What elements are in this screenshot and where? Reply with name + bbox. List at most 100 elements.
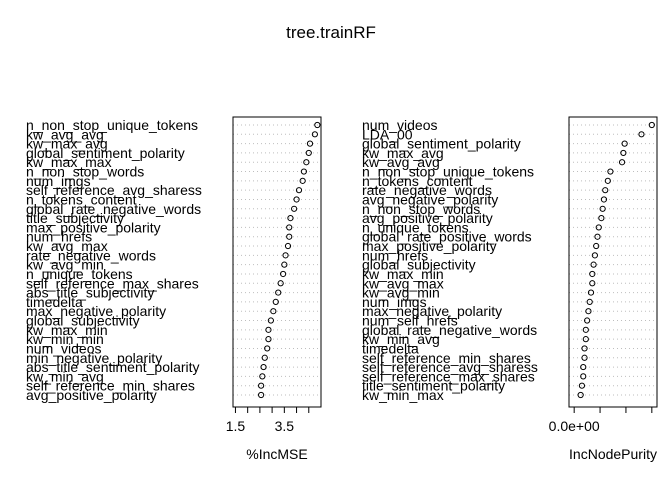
incmse-variable-label: num_videos bbox=[26, 340, 102, 356]
incmse-point bbox=[291, 205, 298, 212]
incmse-point bbox=[258, 382, 265, 389]
incnodepurity-variable-label: kw_min_avg bbox=[362, 331, 440, 347]
incnodepurity-point bbox=[604, 177, 611, 184]
incmse-variable-label: avg_positive_polarity bbox=[26, 387, 157, 403]
incnodepurity-variable-label: max_positive_polarity bbox=[362, 238, 497, 254]
incnodepurity-variable-label: kw_avg_avg bbox=[362, 154, 440, 170]
incnodepurity-variable-label: kw_max_min bbox=[362, 266, 444, 282]
incmse-x-axis-label: %IncMSE bbox=[246, 446, 307, 462]
incmse-variable-label: kw_avg_max bbox=[26, 238, 108, 254]
incnodepurity-point bbox=[620, 149, 627, 157]
incmse-point bbox=[286, 224, 293, 231]
incmse-point bbox=[286, 233, 293, 240]
incnodepurity-variable-label: timedelta bbox=[362, 340, 419, 356]
incmse-variable-label: title_subjectivity bbox=[26, 210, 124, 226]
incnodepurity-point bbox=[582, 326, 589, 333]
incmse-variable-label: timedelta bbox=[26, 294, 83, 310]
incnodepurity-variable-label: global_sentiment_polarity bbox=[362, 136, 521, 152]
incmse-point bbox=[270, 308, 277, 315]
incmse-point bbox=[305, 149, 312, 157]
incmse-point bbox=[265, 336, 272, 343]
incnodepurity-point bbox=[595, 224, 602, 231]
incmse-variable-label: abs_title_sentiment_polarity bbox=[26, 359, 200, 375]
incmse-point bbox=[275, 289, 282, 296]
incmse-point bbox=[314, 121, 321, 129]
incnodepurity-variable-label: self_reference_max_shares bbox=[362, 368, 535, 384]
incmse-variable-label: n_non_stop_unique_tokens bbox=[26, 117, 198, 133]
chart-title: tree.trainRF bbox=[286, 23, 376, 42]
incnodepurity-variable-label: self_reference_avg_sharess bbox=[362, 359, 538, 375]
incnodepurity-point bbox=[618, 159, 626, 166]
incnodepurity-variable-label: self_reference_min_shares bbox=[362, 350, 531, 366]
incmse-point bbox=[261, 354, 268, 361]
incnodepurity-variable-label: global_subjectivity bbox=[362, 257, 476, 273]
incnodepurity-variable-label: num_videos bbox=[362, 117, 438, 133]
incnodepurity-variable-label: max_negative_polarity bbox=[362, 303, 502, 319]
incnodepurity-x-axis-label: IncNodePurity bbox=[569, 446, 657, 462]
incnodepurity-point bbox=[589, 280, 596, 287]
incmse-variable-label: kw_min_avg bbox=[26, 368, 104, 384]
incnodepurity-point bbox=[580, 373, 587, 380]
incmse-variable-label: self_reference_min_shares bbox=[26, 378, 195, 394]
incnodepurity-variable-label: kw_min_max bbox=[362, 387, 444, 403]
incnodepurity-variable-label: kw_avg_max bbox=[362, 275, 444, 291]
incmse-variable-label: max_negative_polarity bbox=[26, 303, 166, 319]
incmse-point bbox=[260, 363, 267, 371]
incmse-variable-label: kw_min_min bbox=[26, 331, 104, 347]
incmse-variable-label: kw_max_avg bbox=[26, 136, 108, 152]
incmse-variable-label: self_reference_avg_sharess bbox=[26, 182, 202, 198]
incnodepurity-frame bbox=[568, 116, 658, 408]
incnodepurity-point bbox=[589, 270, 596, 278]
incmse-point bbox=[277, 280, 284, 287]
incmse-point bbox=[295, 187, 303, 194]
incmse-variable-label: kw_max_min bbox=[26, 322, 108, 338]
incnodepurity-variable-label: global_rate_positive_words bbox=[362, 229, 532, 245]
incnodepurity-point bbox=[578, 382, 586, 389]
incmse-point bbox=[280, 270, 287, 278]
incmse-x-tick-label: 1.5 bbox=[226, 418, 246, 434]
incmse-point bbox=[311, 131, 318, 138]
incnodepurity-variable-label: global_rate_negative_words bbox=[362, 322, 537, 338]
incmse-variable-label: rate_negative_words bbox=[26, 247, 156, 263]
incnodepurity-variable-label: num_imgs bbox=[362, 294, 427, 310]
incnodepurity-x-tick-label: 0.0e+00 bbox=[549, 418, 600, 434]
incmse-point bbox=[281, 261, 288, 268]
incnodepurity-point bbox=[594, 233, 601, 240]
incmse-point bbox=[258, 391, 265, 399]
incnodepurity-point bbox=[577, 391, 584, 399]
incmse-variable-label: global_rate_negative_words bbox=[26, 201, 201, 217]
incnodepurity-point bbox=[602, 187, 609, 194]
incmse-point bbox=[299, 177, 306, 184]
incmse-variable-label: self_reference_max_shares bbox=[26, 275, 199, 291]
incnodepurity-point bbox=[586, 298, 593, 305]
incnodepurity-point bbox=[585, 308, 592, 315]
incmse-point bbox=[265, 326, 272, 333]
incmse-point bbox=[272, 298, 279, 305]
incmse-point bbox=[287, 215, 294, 222]
incnodepurity-point bbox=[593, 242, 600, 250]
incnodepurity-point bbox=[580, 363, 587, 371]
incmse-variable-label: kw_avg_min bbox=[26, 257, 104, 273]
incmse-variable-label: kw_max_max bbox=[26, 154, 112, 170]
incnodepurity-variable-label: kw_avg_min bbox=[362, 285, 440, 301]
incnodepurity-variable-label: rate_negative_words bbox=[362, 182, 492, 198]
incnodepurity-point bbox=[607, 168, 614, 175]
incnodepurity-variable-label: avg_positive_polarity bbox=[362, 210, 493, 226]
incmse-point bbox=[264, 345, 271, 352]
incmse-variable-label: num_imgs bbox=[26, 173, 91, 189]
incnodepurity-variable-label: n_tokens_content bbox=[362, 173, 473, 189]
incnodepurity-variable-label: n_unique_tokens bbox=[362, 219, 469, 235]
incmse-variable-label: kw_avg_avg bbox=[26, 126, 104, 142]
incnodepurity-variable-label: num_self_hrefs bbox=[362, 313, 458, 329]
incmse-point bbox=[284, 242, 292, 250]
incmse-variable-label: n_unique_tokens bbox=[26, 266, 133, 282]
incmse-point bbox=[282, 252, 289, 259]
incmse-panel: n_non_stop_unique_tokenskw_avg_avgkw_max… bbox=[26, 116, 322, 462]
incnodepurity-point bbox=[638, 131, 645, 138]
incnodepurity-point bbox=[584, 317, 591, 324]
incnodepurity-panel: num_videosLDA_00global_sentiment_polarit… bbox=[362, 116, 658, 462]
incmse-variable-label: n_tokens_content bbox=[26, 191, 137, 207]
incnodepurity-point bbox=[581, 345, 588, 352]
incnodepurity-variable-label: kw_max_avg bbox=[362, 145, 444, 161]
